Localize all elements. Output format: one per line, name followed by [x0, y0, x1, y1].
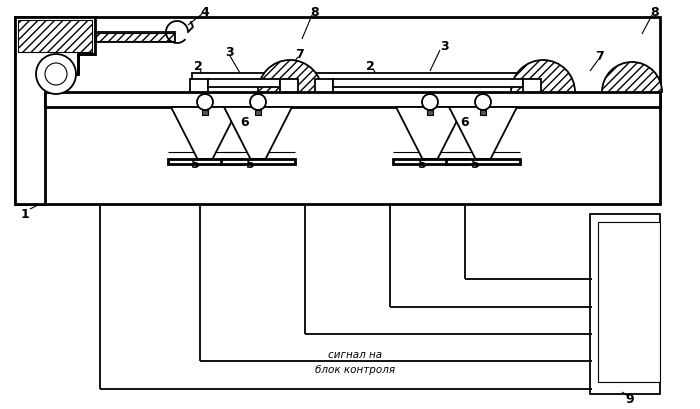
Circle shape: [250, 95, 266, 111]
Text: 5: 5: [246, 158, 254, 171]
Bar: [18, 21, 92, 53]
Text: 5: 5: [470, 158, 480, 171]
Wedge shape: [258, 61, 322, 93]
Bar: [190, 80, 208, 93]
Circle shape: [45, 64, 67, 86]
Text: 2: 2: [194, 61, 202, 73]
Text: 8: 8: [651, 5, 659, 18]
Bar: [168, 160, 242, 164]
Text: 5: 5: [190, 158, 199, 171]
Polygon shape: [449, 108, 517, 160]
Text: блок контроля: блок контроля: [315, 364, 395, 374]
Text: 9: 9: [626, 393, 634, 405]
Wedge shape: [36, 55, 76, 95]
Circle shape: [475, 95, 491, 111]
Bar: [280, 80, 298, 93]
Bar: [315, 74, 543, 82]
Bar: [202, 111, 208, 116]
Text: 6: 6: [241, 115, 249, 128]
Bar: [598, 222, 660, 382]
Wedge shape: [511, 61, 575, 93]
Bar: [427, 111, 433, 116]
Circle shape: [422, 95, 438, 111]
Text: 7: 7: [295, 48, 304, 61]
Bar: [192, 74, 300, 82]
Bar: [96, 34, 174, 42]
Wedge shape: [602, 63, 662, 93]
Bar: [255, 111, 261, 116]
Text: 4: 4: [201, 5, 209, 18]
Text: сигнал на: сигнал на: [328, 349, 382, 359]
Polygon shape: [15, 18, 95, 205]
Bar: [95, 33, 175, 43]
Text: 2: 2: [365, 59, 375, 72]
Bar: [208, 80, 280, 88]
Text: 3: 3: [225, 45, 234, 58]
Bar: [315, 80, 333, 93]
Text: 3: 3: [441, 40, 449, 53]
Bar: [393, 160, 467, 164]
Text: 1: 1: [20, 208, 29, 221]
Bar: [523, 80, 541, 93]
Text: 6: 6: [461, 115, 469, 128]
Text: 5: 5: [418, 158, 426, 171]
Text: 8: 8: [311, 5, 319, 18]
Circle shape: [36, 55, 76, 95]
Bar: [446, 160, 520, 164]
Bar: [15, 18, 660, 205]
Bar: [480, 111, 486, 116]
Polygon shape: [224, 108, 292, 160]
Circle shape: [197, 95, 213, 111]
Polygon shape: [396, 108, 464, 160]
Text: 7: 7: [596, 50, 604, 63]
Bar: [333, 80, 523, 88]
Bar: [590, 214, 660, 394]
Polygon shape: [171, 108, 239, 160]
Bar: [45, 93, 660, 108]
Bar: [221, 160, 295, 164]
